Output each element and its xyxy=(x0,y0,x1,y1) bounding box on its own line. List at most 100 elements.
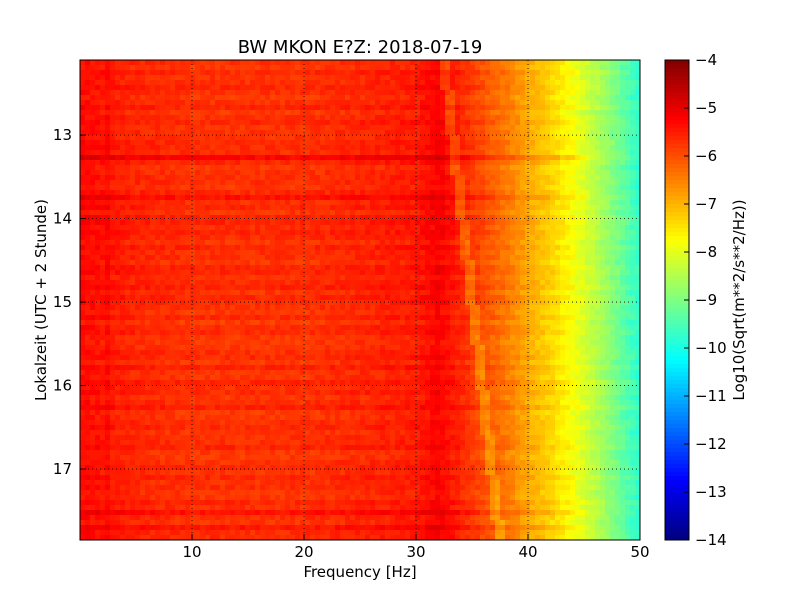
heatmap-cell xyxy=(165,240,171,246)
heatmap-cell xyxy=(550,95,556,101)
heatmap-cell xyxy=(95,265,101,271)
heatmap-cell xyxy=(580,270,586,276)
heatmap-cell xyxy=(520,60,526,66)
heatmap-cell xyxy=(375,150,381,156)
heatmap-cell xyxy=(170,205,176,211)
heatmap-cell xyxy=(230,240,236,246)
heatmap-cell xyxy=(545,260,551,266)
heatmap-cell xyxy=(275,240,281,246)
heatmap-cell xyxy=(470,90,476,96)
heatmap-cell xyxy=(215,215,221,221)
heatmap-cell xyxy=(395,195,401,201)
heatmap-cell xyxy=(140,245,146,251)
heatmap-cell xyxy=(100,110,106,116)
heatmap-cell xyxy=(85,250,91,256)
heatmap-cell xyxy=(140,165,146,171)
heatmap-cell xyxy=(455,265,461,271)
heatmap-cell xyxy=(625,195,631,201)
heatmap-cell xyxy=(300,150,306,156)
heatmap-cell xyxy=(80,135,86,141)
heatmap-cell xyxy=(155,130,161,136)
heatmap-cell xyxy=(355,225,361,231)
heatmap-cell xyxy=(130,85,136,91)
heatmap-cell xyxy=(615,130,621,136)
heatmap-cell xyxy=(345,90,351,96)
heatmap-cell xyxy=(530,90,536,96)
heatmap-cell xyxy=(580,195,586,201)
heatmap-cell xyxy=(155,120,161,126)
heatmap-cell xyxy=(300,100,306,106)
heatmap-cell xyxy=(405,115,411,121)
heatmap-cell xyxy=(445,225,451,231)
heatmap-cell xyxy=(215,100,221,106)
heatmap-cell xyxy=(630,110,636,116)
heatmap-cell xyxy=(550,85,556,91)
heatmap-cell xyxy=(255,240,261,246)
heatmap-cell xyxy=(315,225,321,231)
heatmap-cell xyxy=(495,220,501,226)
heatmap-cell xyxy=(110,95,116,101)
heatmap-cell xyxy=(585,235,591,241)
heatmap-cell xyxy=(450,80,456,86)
heatmap-cell xyxy=(330,240,336,246)
heatmap-cell xyxy=(635,105,641,111)
heatmap-cell xyxy=(590,250,596,256)
heatmap-cell xyxy=(235,195,241,201)
heatmap-cell xyxy=(280,230,286,236)
heatmap-cell xyxy=(425,155,431,161)
heatmap-cell xyxy=(575,145,581,151)
heatmap-cell xyxy=(570,160,576,166)
heatmap-cell xyxy=(480,65,486,71)
heatmap-cell xyxy=(355,230,361,236)
heatmap-cell xyxy=(275,185,281,191)
heatmap-cell xyxy=(245,185,251,191)
heatmap-cell xyxy=(595,65,601,71)
heatmap-cell xyxy=(170,130,176,136)
heatmap-cell xyxy=(265,155,271,161)
heatmap-cell xyxy=(530,125,536,131)
heatmap-cell xyxy=(635,80,641,86)
heatmap-cell xyxy=(470,255,476,261)
heatmap-cell xyxy=(440,265,446,271)
heatmap-cell xyxy=(520,100,526,106)
heatmap-cell xyxy=(235,170,241,176)
heatmap-cell xyxy=(425,135,431,141)
heatmap-cell xyxy=(585,130,591,136)
heatmap-cell xyxy=(420,160,426,166)
heatmap-cell xyxy=(205,180,211,186)
heatmap-cell xyxy=(590,210,596,216)
heatmap-cell xyxy=(265,170,271,176)
heatmap-cell xyxy=(210,225,216,231)
heatmap-cell xyxy=(150,175,156,181)
heatmap-cell xyxy=(190,160,196,166)
heatmap-cell xyxy=(375,155,381,161)
heatmap-cell xyxy=(585,70,591,76)
heatmap-cell xyxy=(385,160,391,166)
heatmap-cell xyxy=(570,145,576,151)
heatmap-cell xyxy=(225,120,231,126)
heatmap-cell xyxy=(505,160,511,166)
heatmap-cell xyxy=(615,230,621,236)
heatmap-cell xyxy=(225,60,231,66)
heatmap-cell xyxy=(350,140,356,146)
heatmap-cell xyxy=(600,260,606,266)
heatmap-cell xyxy=(225,185,231,191)
heatmap-cell xyxy=(290,175,296,181)
heatmap-cell xyxy=(410,225,416,231)
heatmap-cell xyxy=(435,200,441,206)
heatmap-cell xyxy=(615,225,621,231)
heatmap-cell xyxy=(100,200,106,206)
heatmap-cell xyxy=(315,140,321,146)
heatmap-cell xyxy=(335,70,341,76)
heatmap-cell xyxy=(205,235,211,241)
heatmap-cell xyxy=(200,130,206,136)
heatmap-cell xyxy=(230,260,236,266)
heatmap-cell xyxy=(235,90,241,96)
heatmap-cell xyxy=(470,235,476,241)
heatmap-cell xyxy=(205,115,211,121)
heatmap-cell xyxy=(460,190,466,196)
heatmap-cell xyxy=(250,250,256,256)
heatmap-cell xyxy=(245,95,251,101)
heatmap-cell xyxy=(595,115,601,121)
heatmap-cell xyxy=(290,160,296,166)
